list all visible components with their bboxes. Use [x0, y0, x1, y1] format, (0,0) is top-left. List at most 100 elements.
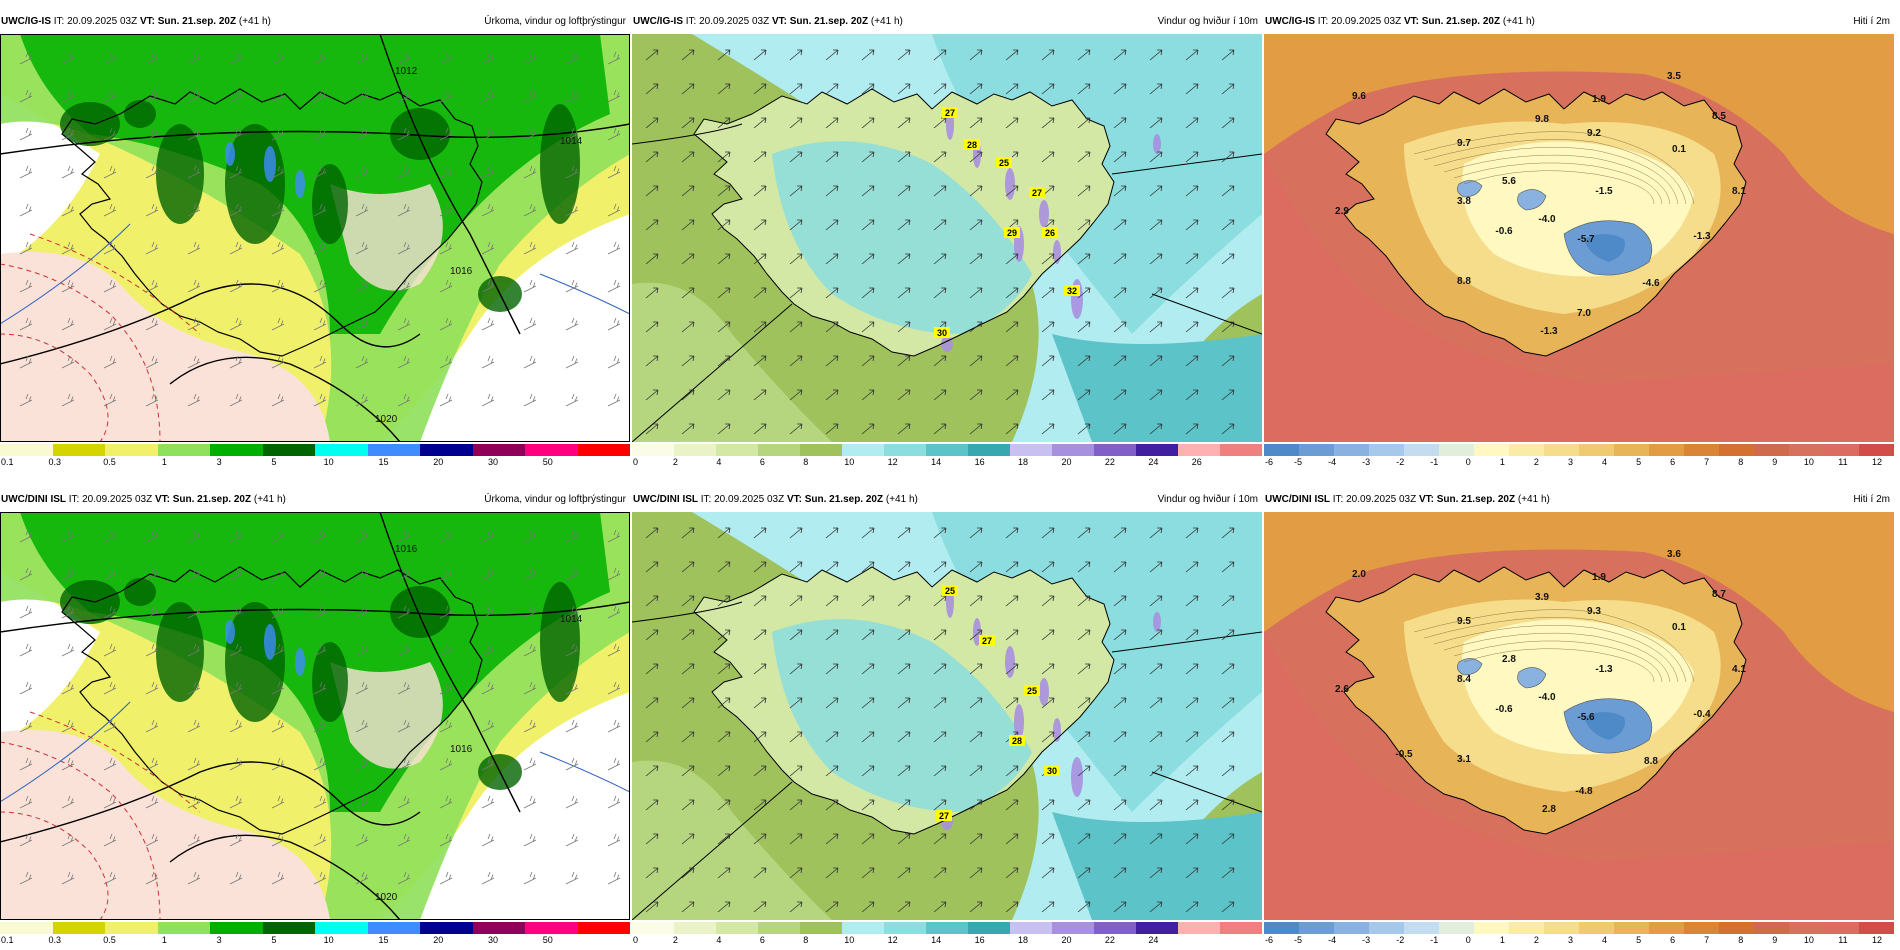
panel-igis-wind: UWC/IG-IS IT: 20.09.2025 03Z VT: Sun. 21…	[632, 12, 1262, 472]
temperature-label: 3.5	[1667, 71, 1681, 82]
gust-label: 27	[945, 108, 955, 118]
panel-header: UWC/DINI ISL IT: 20.09.2025 03Z VT: Sun.…	[632, 490, 1262, 510]
color-scale-tick: 10	[844, 935, 855, 945]
color-scale-swatch	[1136, 444, 1178, 456]
color-scale-swatch	[1264, 922, 1299, 934]
color-scale-tick: -3	[1362, 457, 1371, 467]
color-scale-swatch	[1824, 922, 1859, 934]
color-scale-tick: 4	[1602, 457, 1608, 467]
color-scale-swatch	[1544, 444, 1579, 456]
color-scale-swatch	[1404, 922, 1439, 934]
init-time: IT: 20.09.2025 03Z	[1315, 16, 1404, 27]
init-time: IT: 20.09.2025 03Z	[51, 16, 140, 27]
temperature-label: -4.8	[1575, 786, 1593, 797]
color-scale-tick: -6	[1265, 935, 1274, 945]
color-scale-tick: 20	[1061, 935, 1072, 945]
color-scale-ticks: 0 2 4 6 8 10 12 14 16 18 20 22 24	[632, 935, 1262, 947]
panel-header: UWC/DINI ISL IT: 20.09.2025 03Z VT: Sun.…	[0, 490, 630, 510]
panel-dini-wind: UWC/DINI ISL IT: 20.09.2025 03Z VT: Sun.…	[632, 490, 1262, 950]
gust-label: 27	[1032, 188, 1042, 198]
color-scale-tick: 14	[931, 457, 942, 467]
temperature-label: -1.3	[1540, 326, 1558, 337]
panel-igis-temp: UWC/IG-IS IT: 20.09.2025 03Z VT: Sun. 21…	[1264, 12, 1894, 472]
color-scale-tick: 4	[716, 457, 722, 467]
color-scale-tick: 7	[1704, 457, 1710, 467]
gust-label: 25	[945, 586, 955, 596]
lead-time: (+41 h)	[1500, 16, 1535, 27]
color-scale-swatch	[1178, 444, 1220, 456]
color-scale-tick: 0	[633, 457, 639, 467]
color-scale-swatch	[1220, 444, 1262, 456]
color-scale-tick: 6	[759, 935, 765, 945]
color-scale-swatch	[52, 444, 105, 456]
run-info: UWC/IG-IS IT: 20.09.2025 03Z VT: Sun. 21…	[1265, 12, 1535, 32]
color-scale-swatch	[315, 922, 368, 934]
color-scale-swatch	[1136, 922, 1178, 934]
color-scale-swatch	[1010, 444, 1052, 456]
color-scale-tick: -5	[1294, 935, 1303, 945]
temperature-label: -0.5	[1395, 749, 1413, 760]
color-scale-tick: 3	[216, 457, 222, 467]
panel-title: Vindur og hviður í 10m	[1157, 16, 1258, 27]
color-scale-tick: 26	[1191, 457, 1202, 467]
color-scale-tick: 10	[1803, 457, 1814, 467]
color-scale-tick: 0	[633, 935, 639, 945]
color-scale-tick: 18	[1018, 935, 1029, 945]
color-scale-swatch	[0, 444, 53, 456]
color-scale-tick: 20	[1061, 457, 1072, 467]
color-scale-bar	[1264, 922, 1894, 934]
color-scale-swatch	[884, 922, 926, 934]
color-scale-tick: 1	[1499, 457, 1505, 467]
color-scale-swatch	[1369, 444, 1404, 456]
temperature-label: 9.5	[1457, 616, 1471, 627]
color-scale-swatch	[262, 444, 315, 456]
color-scale-tick: 50	[542, 935, 553, 945]
color-scale-swatch	[210, 922, 263, 934]
color-scale-swatch	[1789, 922, 1824, 934]
temperature-label: 7.0	[1577, 308, 1591, 319]
color-scale-swatch	[758, 444, 800, 456]
temperature-label: 8.1	[1732, 186, 1746, 197]
color-scale-swatch	[1684, 444, 1719, 456]
temperature-label: -5.7	[1577, 234, 1595, 245]
color-scale-tick: 1	[1499, 935, 1505, 945]
temperature-label: -0.4	[1693, 709, 1711, 720]
isobar-label: 1014	[560, 136, 583, 147]
color-scale-swatch	[1754, 922, 1789, 934]
run-info: UWC/IG-IS IT: 20.09.2025 03Z VT: Sun. 21…	[1, 12, 271, 32]
color-scale-swatch	[968, 922, 1010, 934]
color-scale-swatch	[674, 444, 716, 456]
map-area: 1016 1014 1016 1020	[0, 512, 630, 920]
color-scale-swatch	[315, 444, 368, 456]
color-scale-tick: 12	[1871, 935, 1882, 945]
temperature-label: -1.3	[1693, 231, 1711, 242]
gust-label-box	[936, 810, 952, 821]
color-scale-tick: -4	[1328, 935, 1337, 945]
color-scale-swatch	[1299, 922, 1334, 934]
color-scale-tick: 18	[1018, 457, 1029, 467]
gust-label-box	[1004, 227, 1020, 238]
color-scale-swatch	[367, 922, 420, 934]
panel-dini-temp: UWC/DINI ISL IT: 20.09.2025 03Z VT: Sun.…	[1264, 490, 1894, 950]
color-scale-tick: -3	[1362, 935, 1371, 945]
color-scale-tick: 2	[1533, 935, 1539, 945]
gust-label-box	[1009, 735, 1025, 746]
color-scale-tick: 24	[1148, 457, 1159, 467]
color-scale-swatch	[1754, 444, 1789, 456]
temperature-label: -4.0	[1538, 214, 1556, 225]
color-scale-swatch	[758, 922, 800, 934]
color-scale-swatch	[1178, 922, 1220, 934]
map-svg: 1012 1014 1016 1020	[0, 34, 630, 442]
run-info: UWC/DINI ISL IT: 20.09.2025 03Z VT: Sun.…	[633, 490, 918, 510]
map-area: 9.6 3.5 1.9 8.5 9.8 9.2 9.7 0.1 5.6 3.8 -1.5 8.1 2.9…	[1264, 34, 1894, 442]
color-scale-swatch	[842, 922, 884, 934]
color-scale-swatch	[1719, 444, 1754, 456]
color-scale-tick: 15	[378, 457, 389, 467]
color-scale-tick: 8	[1738, 935, 1744, 945]
map-area: 1012 1014 1016 1020	[0, 34, 630, 442]
color-scale-swatch	[472, 922, 525, 934]
color-scale-ticks: -6 -5 -4 -3 -2 -1 0 1 2 3 4 5 6 7 8 9 10 11 12	[1264, 457, 1894, 469]
temperature-label: 9.6	[1352, 91, 1366, 102]
panel-header: UWC/IG-IS IT: 20.09.2025 03Z VT: Sun. 21…	[632, 12, 1262, 32]
color-scale-swatch	[1220, 922, 1262, 934]
